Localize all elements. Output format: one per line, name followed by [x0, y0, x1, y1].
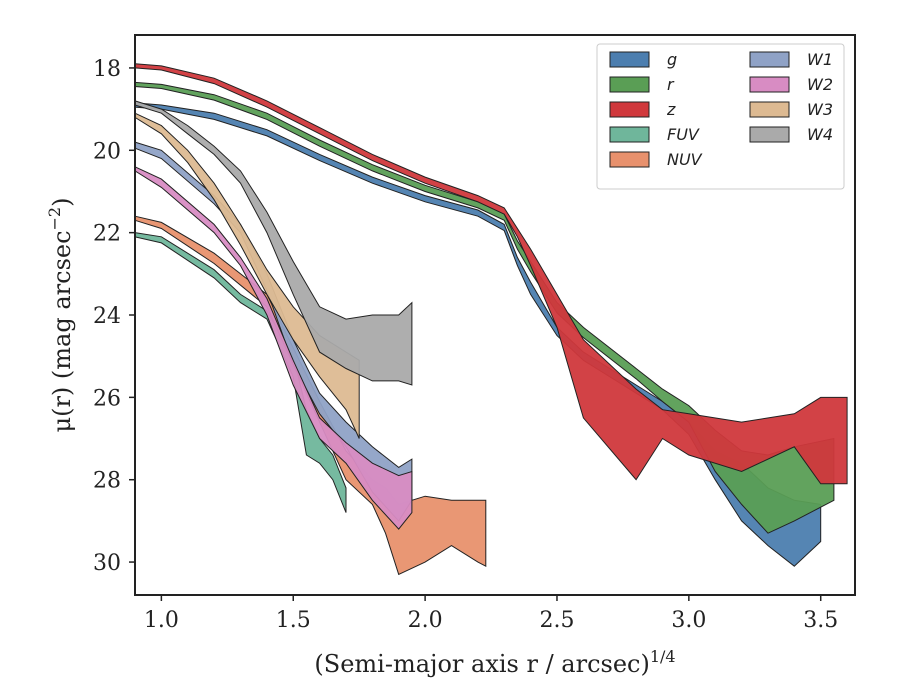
- legend-swatch-w4: [749, 126, 790, 143]
- y-tick-label: 18: [93, 57, 121, 82]
- legend-label-nuv: NUV: [667, 150, 703, 169]
- y-tick-label: 28: [93, 469, 121, 494]
- y-tick-label: 24: [93, 304, 121, 329]
- legend-swatch-z: [609, 101, 650, 118]
- legend-swatch-w2: [749, 76, 790, 93]
- band-z: [134, 63, 848, 485]
- legend-swatch-r: [609, 76, 650, 93]
- band-g: [134, 102, 822, 567]
- x-tick-label: 3.5: [803, 608, 838, 633]
- x-tick-label: 1.0: [144, 608, 179, 633]
- legend-swatch-g: [609, 51, 650, 68]
- legend-label-g: g: [667, 50, 677, 69]
- band-w2: [134, 166, 413, 530]
- legend-label-z: z: [666, 100, 676, 119]
- x-tick-label: 1.5: [276, 608, 311, 633]
- y-tick-label: 30: [93, 551, 121, 576]
- y-tick-label: 26: [93, 386, 121, 411]
- legend-label-r: r: [667, 75, 675, 94]
- series-bands: [134, 63, 848, 576]
- band-w4: [134, 100, 413, 386]
- legend-swatch-w3: [749, 101, 790, 118]
- legend-swatch-fuv: [609, 126, 650, 143]
- x-tick-label: 3.0: [671, 608, 706, 633]
- x-tick-label: 2.0: [408, 608, 443, 633]
- y-axis-label: μ(r) (mag arcsec−2): [45, 198, 76, 433]
- legend-label-w4: W4: [807, 125, 833, 144]
- axes: 1.0 1.5 2.0 2.5 3.0 3.5 18 20 22 24 26 28 30: [93, 34, 856, 633]
- legend: grz FUV NUV W1 W2 W3 W4: [596, 43, 845, 190]
- legend-swatch-nuv: [609, 151, 650, 168]
- y-tick-label: 20: [93, 139, 121, 164]
- legend-swatch-w1: [749, 51, 790, 68]
- band-fuv: [134, 232, 347, 513]
- x-axis-label: (Semi-major axis r / arcsec)1/4: [314, 647, 675, 678]
- band-w3: [134, 112, 360, 439]
- y-tick-label: 22: [93, 222, 121, 247]
- legend-label-w3: W3: [807, 100, 833, 119]
- legend-label-w2: W2: [807, 75, 833, 94]
- legend-label-w1: W1: [807, 50, 833, 69]
- legend-label-fuv: FUV: [667, 125, 700, 144]
- x-tick-label: 2.5: [539, 608, 574, 633]
